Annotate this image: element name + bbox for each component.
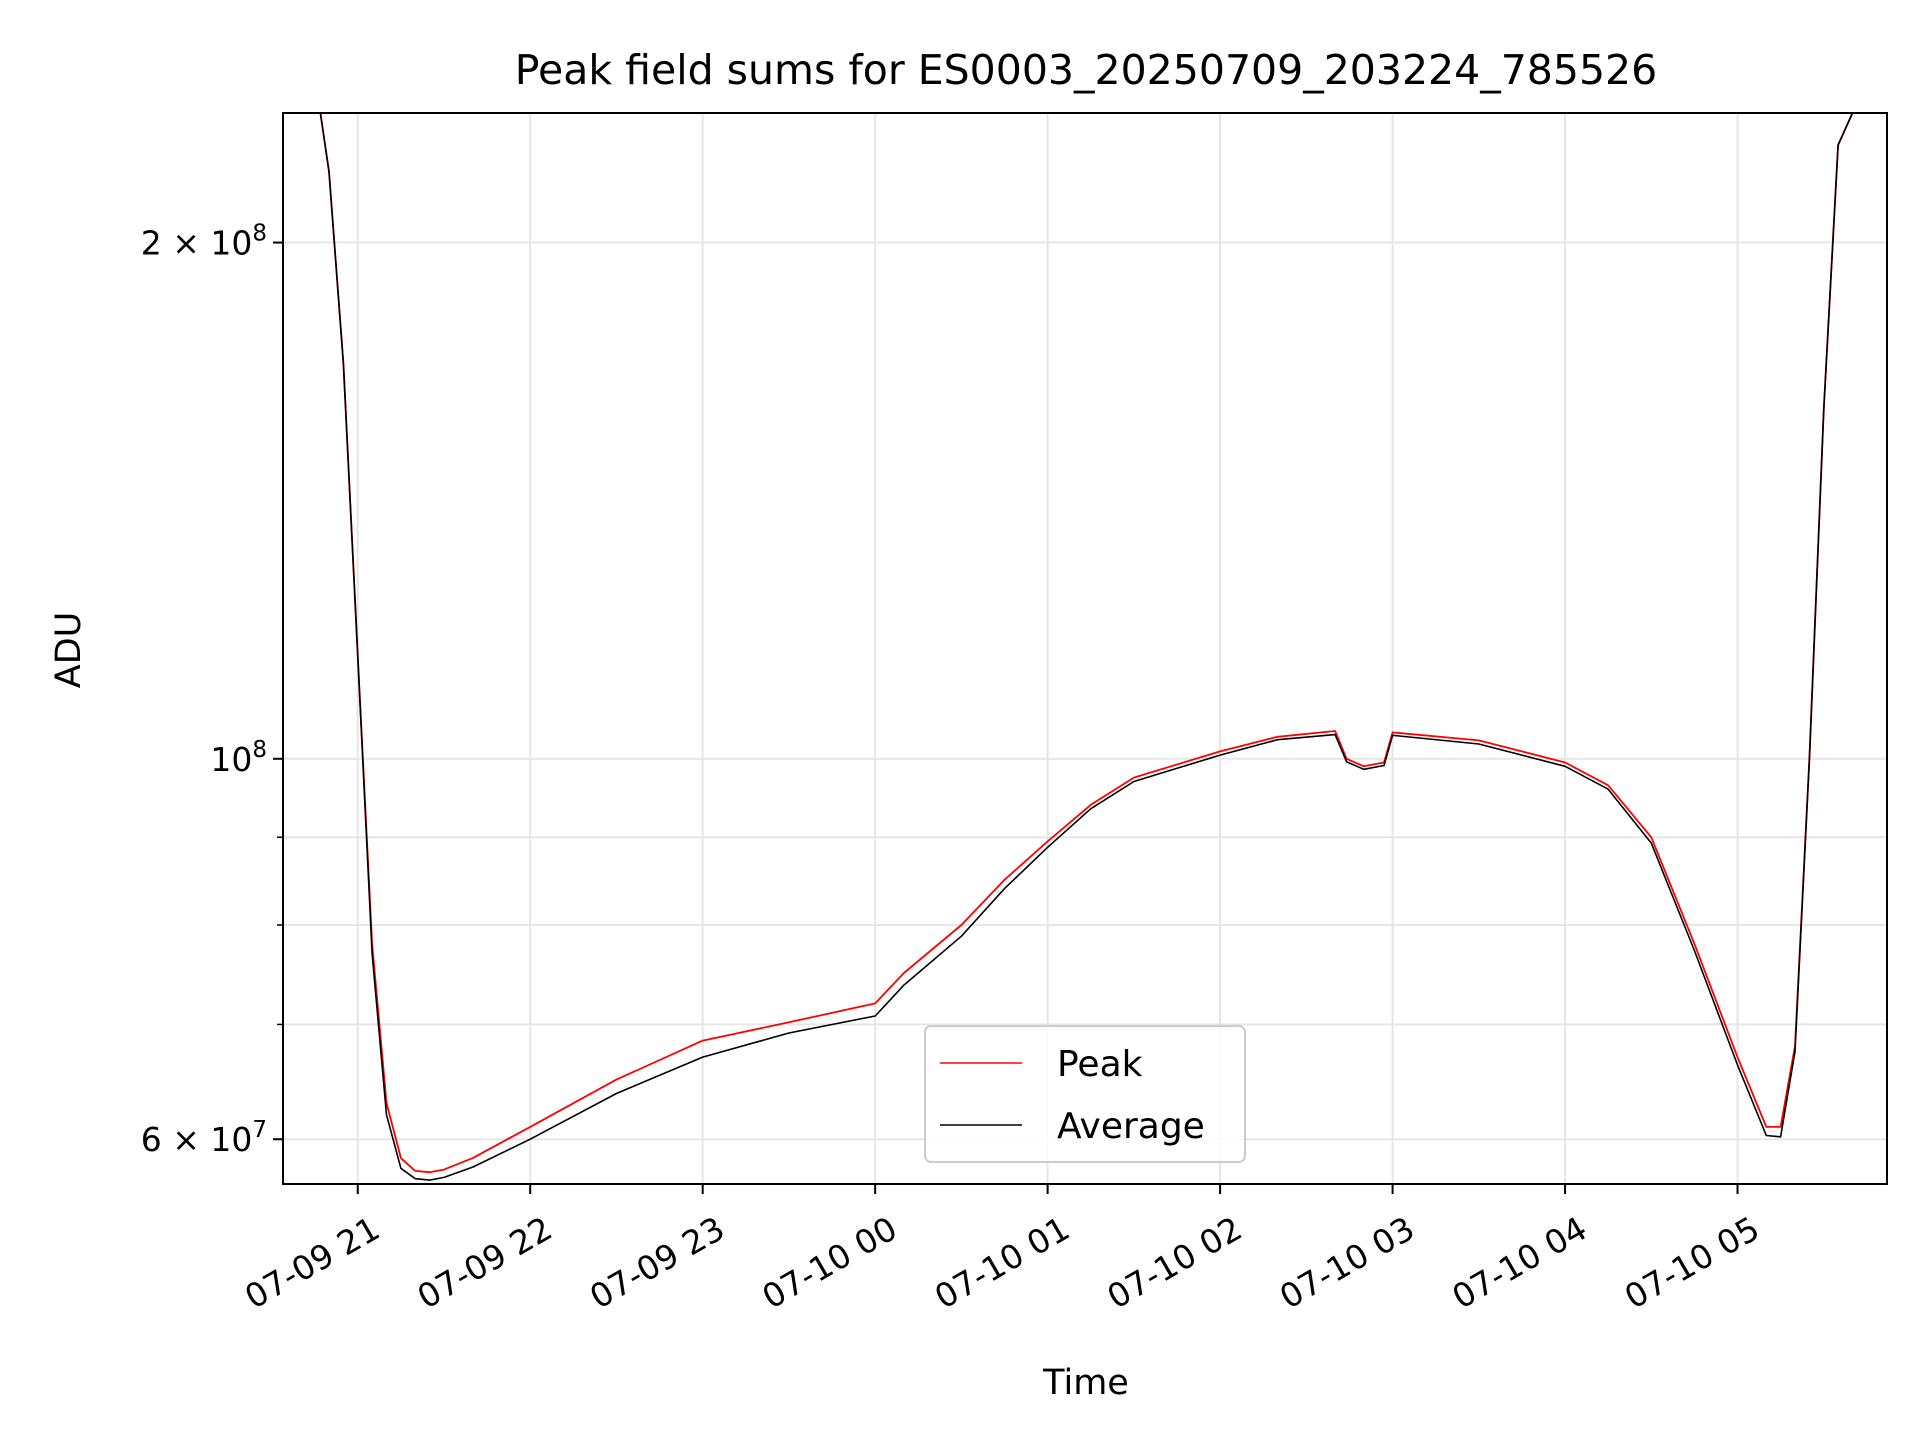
y-tick-label: 6 × 107 [141, 1117, 267, 1159]
y-axis-label: ADU [49, 612, 89, 689]
legend-label-average: Average [1057, 1106, 1205, 1147]
plot-frame [282, 112, 1888, 1185]
y-tick-label: 2 × 108 [141, 221, 267, 263]
y-tick-label: 108 [210, 737, 267, 779]
legend: Peak Average [924, 1025, 1246, 1163]
chart-title: Peak field sums for ES0003_20250709_2032… [515, 46, 1657, 94]
series-line-average [319, 112, 1854, 1181]
grid-lines [283, 113, 1887, 1184]
x-axis-label: Time [1042, 1363, 1129, 1403]
legend-frame [924, 1025, 1246, 1163]
series-layer [319, 112, 1854, 1181]
series-line-peak [319, 112, 1854, 1174]
legend-label-peak: Peak [1057, 1044, 1143, 1085]
